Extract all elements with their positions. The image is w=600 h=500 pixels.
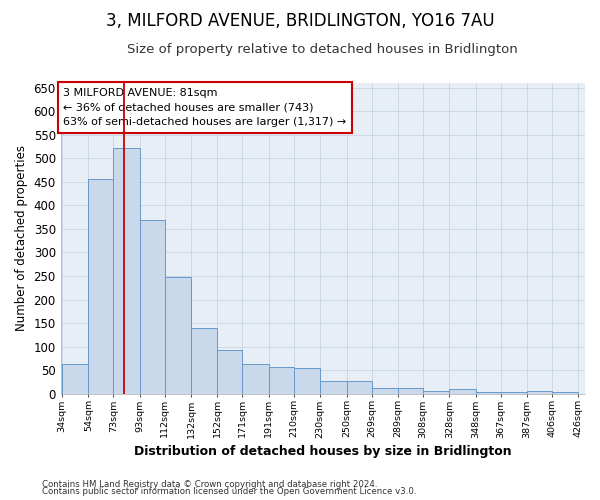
Bar <box>527 392 552 394</box>
Text: 3 MILFORD AVENUE: 81sqm
← 36% of detached houses are smaller (743)
63% of semi-d: 3 MILFORD AVENUE: 81sqm ← 36% of detache… <box>63 88 347 128</box>
Text: Contains HM Land Registry data © Crown copyright and database right 2024.: Contains HM Land Registry data © Crown c… <box>42 480 377 489</box>
Bar <box>552 392 578 394</box>
Bar <box>347 382 371 394</box>
Y-axis label: Number of detached properties: Number of detached properties <box>15 146 28 332</box>
Bar <box>476 392 500 394</box>
Bar <box>371 388 398 394</box>
Bar <box>398 388 423 394</box>
Bar <box>62 364 88 394</box>
Bar <box>140 220 165 394</box>
Bar <box>423 392 449 394</box>
Bar <box>242 364 269 394</box>
Bar <box>269 367 294 394</box>
Bar <box>449 390 476 394</box>
Bar <box>88 178 113 394</box>
Bar <box>294 368 320 394</box>
Text: 3, MILFORD AVENUE, BRIDLINGTON, YO16 7AU: 3, MILFORD AVENUE, BRIDLINGTON, YO16 7AU <box>106 12 494 30</box>
Bar <box>165 277 191 394</box>
Bar <box>217 350 242 394</box>
X-axis label: Distribution of detached houses by size in Bridlington: Distribution of detached houses by size … <box>134 444 512 458</box>
Bar <box>191 328 217 394</box>
Text: Contains public sector information licensed under the Open Government Licence v3: Contains public sector information licen… <box>42 487 416 496</box>
Title: Size of property relative to detached houses in Bridlington: Size of property relative to detached ho… <box>127 42 518 56</box>
Bar <box>500 392 527 394</box>
Bar <box>113 148 140 394</box>
Bar <box>320 382 347 394</box>
